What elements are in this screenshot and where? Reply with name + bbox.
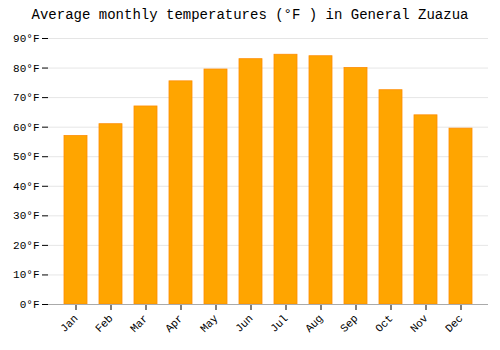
svg-text:50°F: 50°F: [13, 151, 39, 163]
svg-text:Nov: Nov: [408, 312, 431, 335]
svg-text:60°F: 60°F: [13, 122, 39, 134]
svg-text:70°F: 70°F: [13, 92, 39, 104]
svg-text:10°F: 10°F: [13, 269, 39, 281]
svg-text:Aug: Aug: [303, 312, 325, 334]
svg-text:30°F: 30°F: [13, 210, 39, 222]
svg-text:Feb: Feb: [93, 312, 115, 334]
svg-text:Apr: Apr: [163, 312, 185, 334]
svg-text:40°F: 40°F: [13, 181, 39, 193]
svg-text:80°F: 80°F: [13, 63, 39, 75]
svg-text:May: May: [198, 312, 221, 335]
svg-text:Mar: Mar: [128, 312, 150, 334]
svg-text:0°F: 0°F: [20, 299, 40, 311]
svg-text:90°F: 90°F: [13, 33, 39, 45]
svg-text:Dec: Dec: [443, 312, 465, 334]
svg-text:Jul: Jul: [268, 312, 290, 334]
svg-text:Sep: Sep: [338, 312, 360, 334]
html-text:Average monthly temperatures (: Average monthly temperatures (°F ) in Ge…: [31, 7, 469, 23]
svg-text:Jun: Jun: [233, 312, 255, 334]
svg-text:20°F: 20°F: [13, 240, 39, 252]
svg-text:Oct: Oct: [373, 312, 395, 334]
svg-text:Jan: Jan: [58, 312, 80, 334]
